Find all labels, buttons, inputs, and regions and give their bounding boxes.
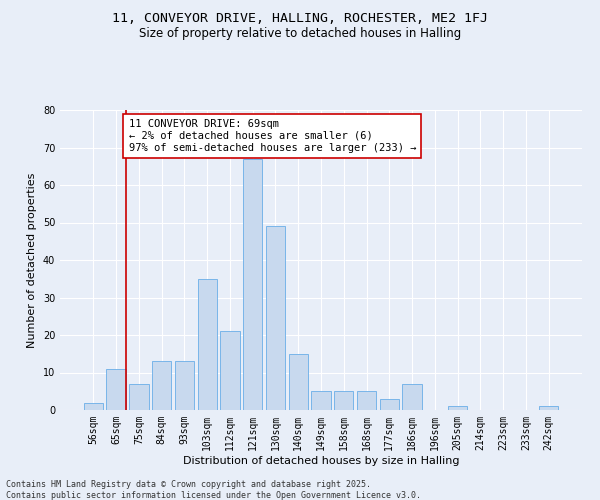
Y-axis label: Number of detached properties: Number of detached properties [27,172,37,348]
Bar [220,331,239,410]
Bar [334,391,353,410]
Bar [243,159,262,410]
Bar [357,391,376,410]
Text: Contains HM Land Registry data © Crown copyright and database right 2025.
Contai: Contains HM Land Registry data © Crown c… [6,480,421,500]
Text: 11 CONVEYOR DRIVE: 69sqm
← 2% of detached houses are smaller (6)
97% of semi-det: 11 CONVEYOR DRIVE: 69sqm ← 2% of detache… [128,120,416,152]
Text: 11, CONVEYOR DRIVE, HALLING, ROCHESTER, ME2 1FJ: 11, CONVEYOR DRIVE, HALLING, ROCHESTER, … [112,12,488,26]
Bar [403,384,422,410]
Bar [289,354,308,410]
Bar [380,399,399,410]
Bar [197,279,217,410]
Bar [311,391,331,410]
Bar [175,361,194,410]
Bar [266,226,285,410]
Bar [84,402,103,410]
Bar [539,406,558,410]
Bar [106,369,126,410]
Bar [129,384,149,410]
Text: Size of property relative to detached houses in Halling: Size of property relative to detached ho… [139,28,461,40]
Bar [152,361,172,410]
Bar [448,406,467,410]
X-axis label: Distribution of detached houses by size in Halling: Distribution of detached houses by size … [183,456,459,466]
